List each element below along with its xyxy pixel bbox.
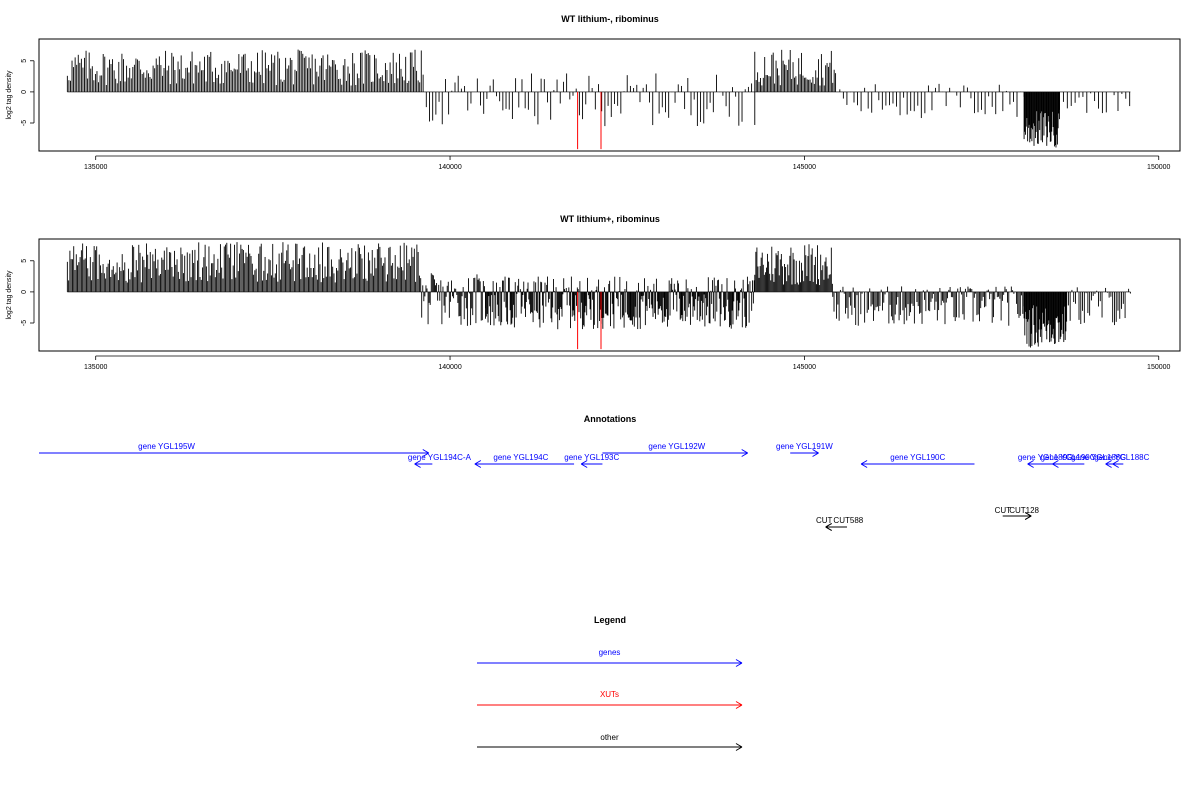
annotation-label: gene YGL191W — [776, 442, 833, 451]
annotation-arrow — [39, 449, 430, 457]
x-tick-label: 145000 — [793, 164, 816, 171]
annotation-label: gene YGL194C — [493, 453, 548, 462]
legend-title: Legend — [594, 615, 626, 625]
panel-title: WT lithium+, ribominus — [560, 214, 660, 224]
y-tick-label: 5 — [21, 259, 28, 263]
x-tick-label: 145000 — [793, 364, 816, 371]
x-tick-label: 150000 — [1147, 164, 1170, 171]
annotation-label: gene YGL194C-A — [408, 453, 472, 462]
y-tick-label: 0 — [21, 290, 28, 294]
annotation-label: CUT — [995, 506, 1012, 515]
legend-item: XUTs — [477, 690, 743, 709]
legend-item: genes — [477, 648, 743, 667]
plot-frame — [38, 238, 1181, 352]
annotation-label: gene YGL190C — [1041, 453, 1096, 462]
legend-items: genes XUTs other — [477, 648, 743, 751]
legend-arrow — [477, 659, 743, 667]
annotation-arrow — [474, 460, 575, 468]
y-axis: 5 0 -5 — [21, 59, 35, 126]
legend-label: XUTs — [600, 690, 619, 699]
annotation-arrow — [580, 460, 603, 468]
legend-label: genes — [599, 648, 621, 657]
annotation-features: gene YGL195W gene YGL194C-A gene YGL194C ge… — [39, 442, 1150, 531]
y-tick-label: -5 — [21, 320, 28, 326]
annotation-arrow — [825, 523, 847, 531]
annotation-label: gene YGL188C — [1071, 453, 1126, 462]
x-tick-label: 135000 — [84, 364, 107, 371]
legend-arrow — [477, 743, 743, 751]
legend-item: other — [477, 733, 743, 751]
legend-arrow — [477, 701, 743, 709]
y-tick-label: 5 — [21, 59, 28, 63]
legend: Legend genes XUTs other — [477, 615, 743, 751]
annotation-label: gene YGL195W — [138, 442, 195, 451]
y-axis-label: log2 tag density — [6, 70, 13, 120]
y-tick-label: 0 — [21, 90, 28, 94]
annotation-arrow — [1052, 460, 1085, 468]
x-tick-label: 140000 — [438, 364, 461, 371]
annotations-title: Annotations — [584, 414, 637, 424]
x-tick-label: 135000 — [84, 164, 107, 171]
legend-label: other — [600, 733, 619, 742]
annotation-label: CUT — [816, 516, 833, 525]
annotation-label: CUT128 — [1009, 506, 1039, 515]
annotation-arrow — [1002, 512, 1032, 520]
density-bars — [66, 49, 1131, 150]
x-tick-label: 150000 — [1147, 364, 1170, 371]
track-panel-lithium-minus: WT lithium-, ribominus log2 tag density … — [6, 14, 1181, 171]
x-axis: 135000 140000 145000 150000 — [84, 355, 1171, 371]
annotation-arrow — [414, 460, 433, 468]
x-axis: 135000 140000 145000 150000 — [84, 155, 1171, 171]
panel-title: WT lithium-, ribominus — [561, 14, 659, 24]
track-panel-lithium-plus: WT lithium+, ribominus log2 tag density … — [6, 214, 1181, 371]
annotation-arrow — [1112, 460, 1124, 468]
annotation-label: CUT588 — [833, 516, 863, 525]
x-tick-label: 140000 — [438, 164, 461, 171]
annotation-label: gene YGL189C — [1018, 453, 1073, 462]
annotation-arrow — [860, 460, 975, 468]
annotation-label: gene YGL193C — [564, 453, 619, 462]
density-bars — [66, 242, 1131, 350]
plot-frame — [38, 38, 1181, 152]
y-axis: 5 0 -5 — [21, 259, 35, 326]
annotation-arrow — [790, 449, 819, 457]
annotation-label: gene YGL192W — [648, 442, 705, 451]
annotation-label: gene YGL190C — [890, 453, 945, 462]
y-axis-label: log2 tag density — [6, 270, 13, 320]
y-tick-label: -5 — [21, 120, 28, 126]
annotation-label: gene YGL188C — [1094, 453, 1149, 462]
annotation-arrow — [602, 449, 748, 457]
